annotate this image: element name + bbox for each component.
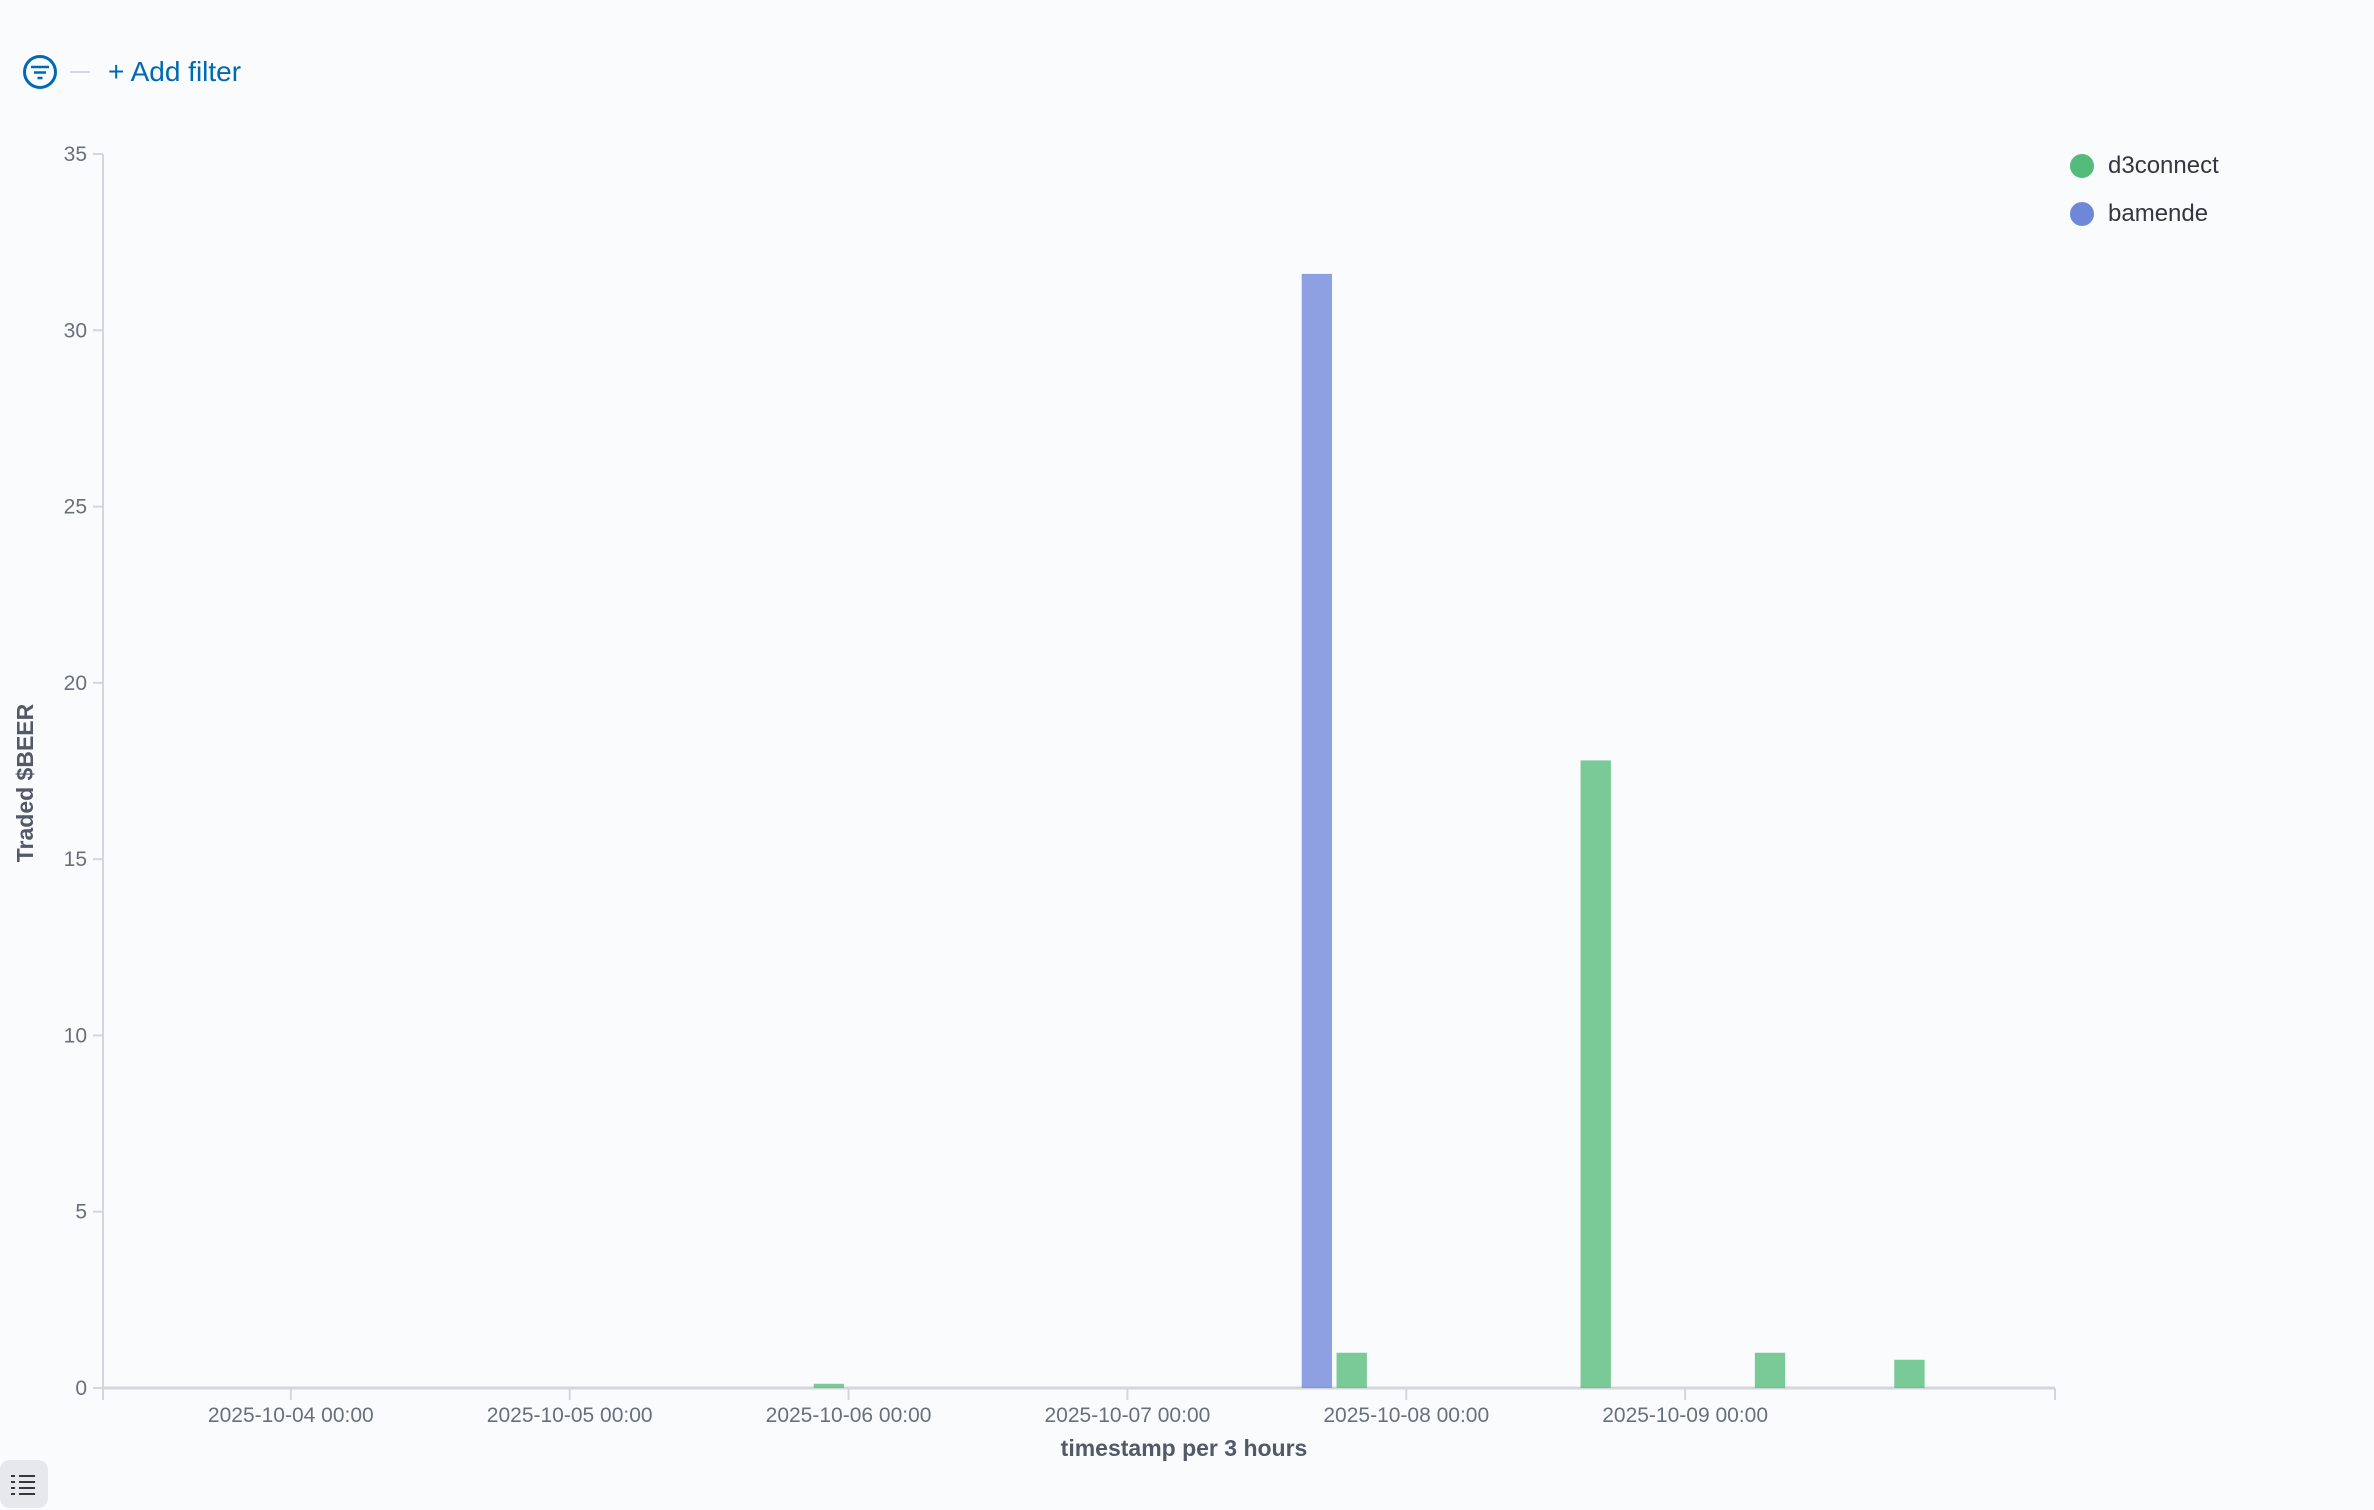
- x-tick-label: 2025-10-05 00:00: [487, 1404, 653, 1427]
- bar-bamende: [1301, 273, 1333, 1389]
- filter-icon[interactable]: [22, 54, 58, 90]
- x-tick-label: 2025-10-04 00:00: [208, 1404, 374, 1427]
- separator: [70, 71, 90, 73]
- x-tick-label: 2025-10-08 00:00: [1323, 1404, 1489, 1427]
- bar-d3connect: [1336, 1352, 1367, 1388]
- toggle-legend-button[interactable]: [0, 1460, 48, 1508]
- y-tick-label: 35: [64, 143, 87, 166]
- add-filter-button[interactable]: + Add filter: [108, 56, 242, 87]
- legend-item-bamende[interactable]: bamende: [2070, 190, 2219, 238]
- y-tick-label: 5: [75, 1201, 87, 1224]
- legend-dot-icon: [2070, 154, 2094, 178]
- bar-d3connect: [1754, 1352, 1786, 1388]
- y-axis-title: Traded $BEER: [12, 703, 38, 862]
- y-tick-label: 30: [64, 319, 87, 342]
- y-tick-label: 0: [75, 1377, 87, 1400]
- bar-d3connect: [813, 1383, 845, 1388]
- x-tick-label: 2025-10-09 00:00: [1602, 1404, 1768, 1427]
- y-tick-label: 10: [64, 1024, 87, 1047]
- filter-bar: + Add filter: [22, 52, 241, 92]
- legend-label: bamende: [2108, 200, 2209, 227]
- legend-item-d3connect[interactable]: d3connect: [2070, 142, 2219, 190]
- legend: d3connect bamende: [2070, 142, 2219, 238]
- y-tick-label: 15: [64, 848, 87, 871]
- y-tick-label: 25: [64, 496, 87, 519]
- x-axis-title: timestamp per 3 hours: [1061, 1435, 1308, 1461]
- bar-d3connect: [1894, 1359, 1925, 1388]
- x-tick-label: 2025-10-06 00:00: [766, 1404, 932, 1427]
- legend-dot-icon: [2070, 202, 2094, 226]
- y-tick-label: 20: [64, 672, 87, 695]
- list-icon: [11, 1475, 35, 1495]
- bar-d3connect: [1580, 760, 1611, 1388]
- x-tick-label: 2025-10-07 00:00: [1045, 1404, 1211, 1427]
- legend-label: d3connect: [2108, 152, 2219, 179]
